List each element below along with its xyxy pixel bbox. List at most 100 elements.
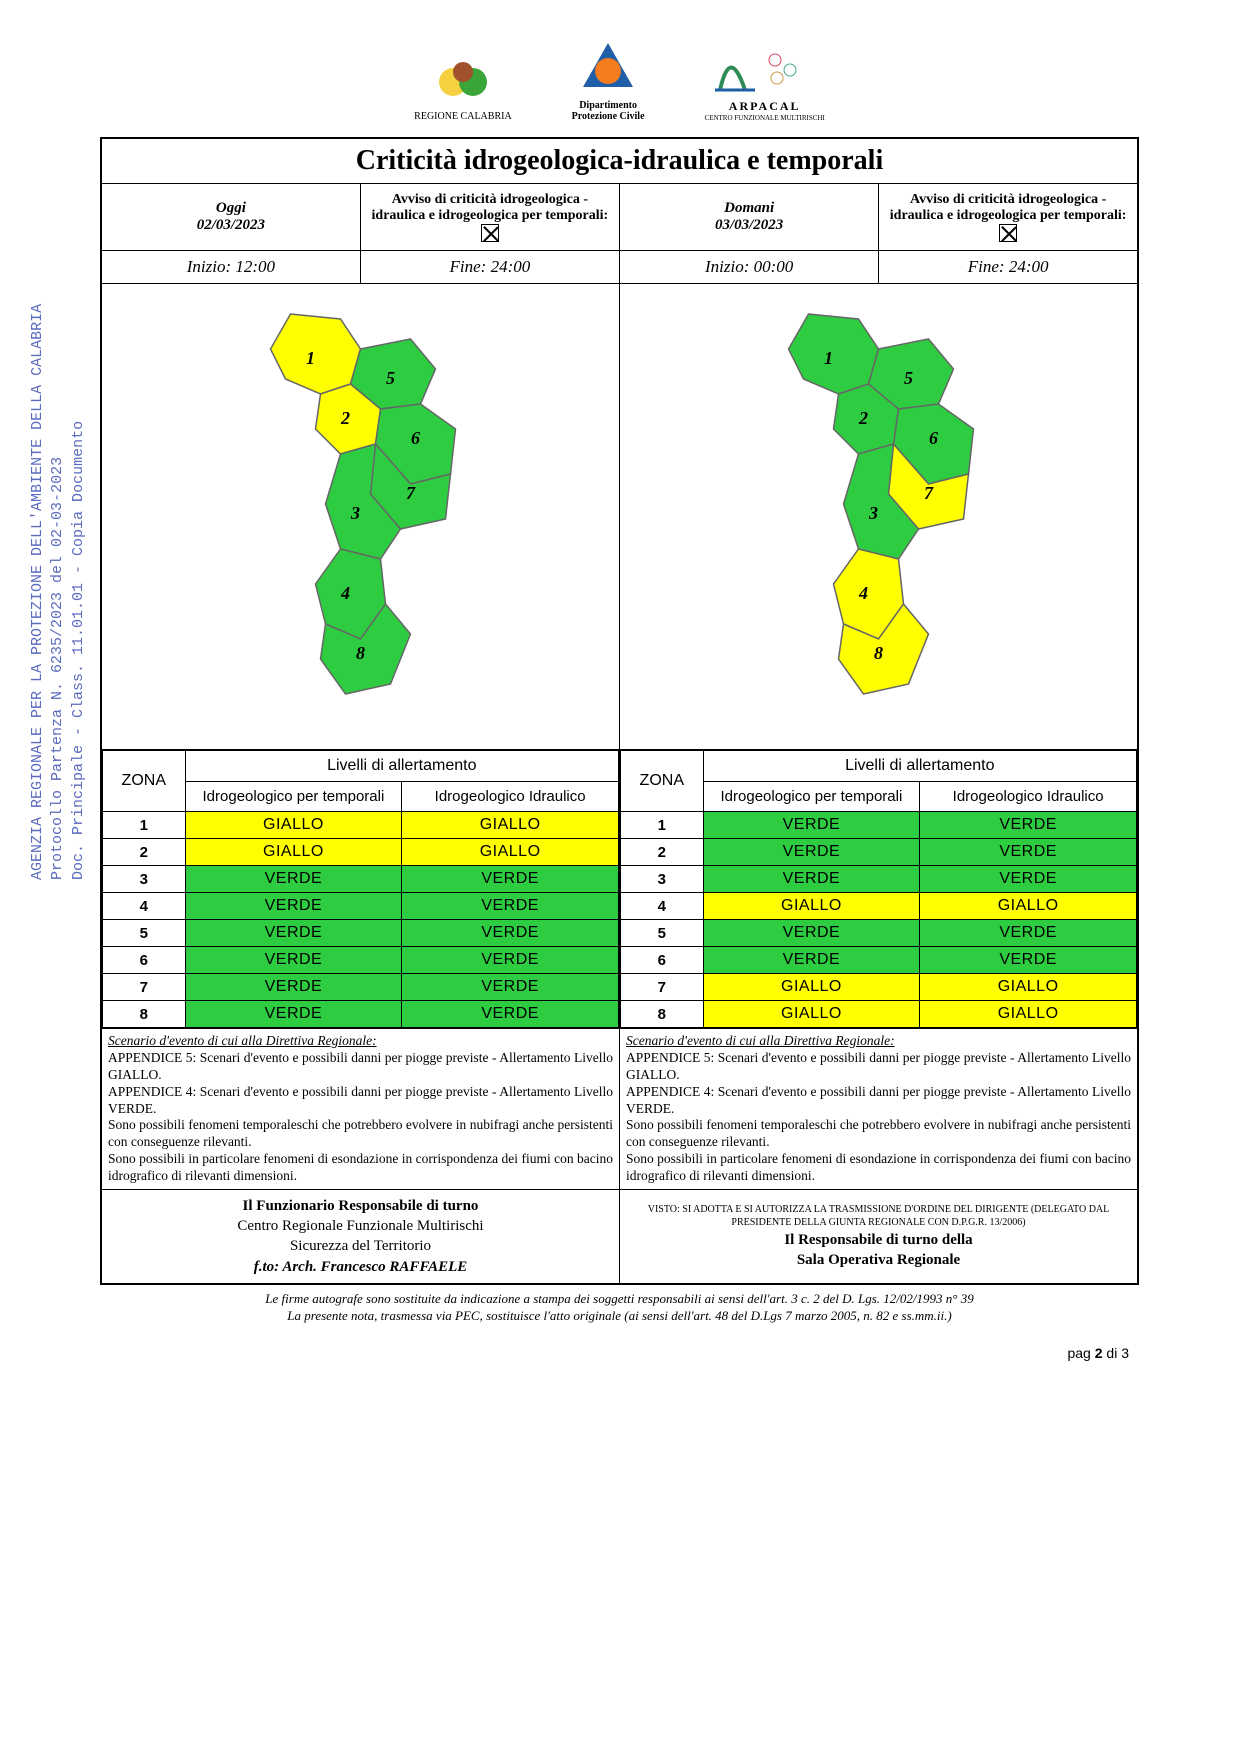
footer-l1: Le firme autografe sono sostituite da in… [265, 1291, 973, 1306]
level-temporali: VERDE [703, 812, 920, 839]
map-zone-label-6: 6 [929, 428, 938, 448]
tomorrow-map-cell: 15267348 [620, 284, 1139, 750]
signature-right: VISTO: SI ADOTTA E SI AUTORIZZA LA TRASM… [620, 1189, 1139, 1284]
map-zone-1 [271, 314, 361, 394]
zone-cell: 1 [103, 812, 186, 839]
logo-dpc-bot: Protezione Civile [572, 111, 645, 122]
sign-right-l1: Il Responsabile di turno della [784, 1232, 972, 1248]
level-idraulico: VERDE [402, 920, 619, 947]
logo-row: REGIONE CALABRIA Dipartimento Protezione… [100, 40, 1139, 122]
sign-left-l1: Il Funzionario Responsabile di turno [243, 1198, 479, 1214]
sign-right-note: VISTO: SI ADOTTA E SI AUTORIZZA LA TRASM… [624, 1203, 1133, 1230]
level-idraulico: VERDE [920, 866, 1137, 893]
calabria-map-tomorrow: 15267348 [630, 294, 1127, 734]
calabria-map-today: 15267348 [112, 294, 609, 734]
bulletin-title: Criticità idrogeologica-idraulica e temp… [101, 138, 1138, 184]
level-idraulico: VERDE [920, 947, 1137, 974]
alert-row: 5VERDEVERDE [103, 920, 619, 947]
level-temporali: GIALLO [185, 839, 402, 866]
level-temporali: VERDE [703, 947, 920, 974]
zona-header: ZONA [621, 751, 704, 812]
level-idraulico: VERDE [920, 812, 1137, 839]
map-zone-1 [789, 314, 879, 394]
alert-row: 2VERDEVERDE [621, 839, 1137, 866]
map-zone-label-5: 5 [386, 368, 395, 388]
logo-arpacal: ARPACAL CENTRO FUNZIONALE MULTIRISCHI [705, 40, 825, 122]
col-temporali: Idrogeologico per temporali [185, 782, 402, 812]
map-zone-label-1: 1 [306, 348, 315, 368]
zone-cell: 7 [103, 974, 186, 1001]
level-temporali: VERDE [185, 893, 402, 920]
zone-cell: 8 [621, 1001, 704, 1028]
level-idraulico: VERDE [920, 839, 1137, 866]
level-temporali: GIALLO [703, 974, 920, 1001]
footer-l2: La presente nota, trasmessa via PEC, sos… [287, 1308, 951, 1323]
map-zone-label-7: 7 [406, 483, 416, 503]
today-fine: Fine: 24:00 [360, 251, 619, 284]
today-map-cell: 15267348 [101, 284, 620, 750]
level-idraulico: VERDE [920, 920, 1137, 947]
map-zone-label-8: 8 [356, 643, 365, 663]
level-temporali: GIALLO [703, 1001, 920, 1028]
level-idraulico: GIALLO [920, 974, 1137, 1001]
alert-row: 1VERDEVERDE [621, 812, 1137, 839]
scenario-today-title: Scenario d'evento di cui alla Direttiva … [108, 1033, 377, 1048]
level-temporali: GIALLO [185, 812, 402, 839]
arpacal-icon [705, 40, 825, 95]
zone-cell: 4 [621, 893, 704, 920]
zona-header: ZONA [103, 751, 186, 812]
scenario-tomorrow: Scenario d'evento di cui alla Direttiva … [620, 1029, 1139, 1190]
level-temporali: VERDE [703, 866, 920, 893]
logo-regione-label: REGIONE CALABRIA [414, 111, 512, 122]
level-idraulico: VERDE [402, 974, 619, 1001]
zone-cell: 3 [103, 866, 186, 893]
map-zone-label-7: 7 [924, 483, 934, 503]
alert-row: 3VERDEVERDE [621, 866, 1137, 893]
alert-row: 2GIALLOGIALLO [103, 839, 619, 866]
today-label: Oggi [106, 200, 356, 217]
level-idraulico: GIALLO [402, 812, 619, 839]
logo-dpc-top: Dipartimento [579, 100, 637, 111]
map-zone-label-2: 2 [340, 408, 350, 428]
level-temporali: VERDE [703, 839, 920, 866]
sidebar-line3: Doc. Principale - Class. 11.01.01 - Copi… [70, 421, 87, 880]
logo-arpacal-top: ARPACAL [729, 99, 801, 114]
sign-left-l2: Centro Regionale Funzionale Multirischi [237, 1218, 483, 1234]
today-inizio: Inizio: 12:00 [101, 251, 360, 284]
tomorrow-date: 03/03/2023 [624, 217, 874, 234]
tomorrow-label: Domani [624, 200, 874, 217]
logo-arpacal-bot: CENTRO FUNZIONALE MULTIRISCHI [705, 114, 825, 122]
level-temporali: VERDE [185, 920, 402, 947]
protocol-sidebar: AGENZIA REGIONALE PER LA PROTEZIONE DELL… [28, 304, 89, 880]
tomorrow-fine: Fine: 24:00 [879, 251, 1138, 284]
scenario-today-body: APPENDICE 5: Scenari d'evento e possibil… [108, 1050, 613, 1183]
zone-cell: 6 [103, 947, 186, 974]
alert-header: Livelli di allertamento [703, 751, 1136, 782]
alert-row: 4VERDEVERDE [103, 893, 619, 920]
logo-dpc: Dipartimento Protezione Civile [572, 41, 645, 122]
zone-cell: 7 [621, 974, 704, 1001]
zone-cell: 8 [103, 1001, 186, 1028]
level-temporali: VERDE [703, 920, 920, 947]
map-zone-label-4: 4 [340, 583, 350, 603]
map-zone-label-5: 5 [904, 368, 913, 388]
map-zone-label-8: 8 [874, 643, 883, 663]
alert-row: 8VERDEVERDE [103, 1001, 619, 1028]
tomorrow-inizio: Inizio: 00:00 [620, 251, 879, 284]
level-temporali: VERDE [185, 947, 402, 974]
zone-cell: 4 [103, 893, 186, 920]
level-idraulico: VERDE [402, 1001, 619, 1028]
tomorrow-checkbox-icon [999, 224, 1017, 242]
sign-right-l2: Sala Operativa Regionale [797, 1252, 960, 1268]
scenario-today: Scenario d'evento di cui alla Direttiva … [101, 1029, 620, 1190]
signature-left: Il Funzionario Responsabile di turno Cen… [101, 1189, 620, 1284]
alert-table-tomorrow: ZONALivelli di allertamentoIdrogeologico… [620, 750, 1137, 1028]
zone-cell: 5 [103, 920, 186, 947]
sidebar-line1: AGENZIA REGIONALE PER LA PROTEZIONE DELL… [29, 304, 46, 880]
level-temporali: VERDE [185, 1001, 402, 1028]
sign-left-l4: f.to: Arch. Francesco RAFFAELE [254, 1259, 468, 1275]
bulletin-table: Criticità idrogeologica-idraulica e temp… [100, 137, 1139, 1285]
alert-row: 8GIALLOGIALLO [621, 1001, 1137, 1028]
alert-table-today: ZONALivelli di allertamentoIdrogeologico… [102, 750, 619, 1028]
alert-row: 1GIALLOGIALLO [103, 812, 619, 839]
